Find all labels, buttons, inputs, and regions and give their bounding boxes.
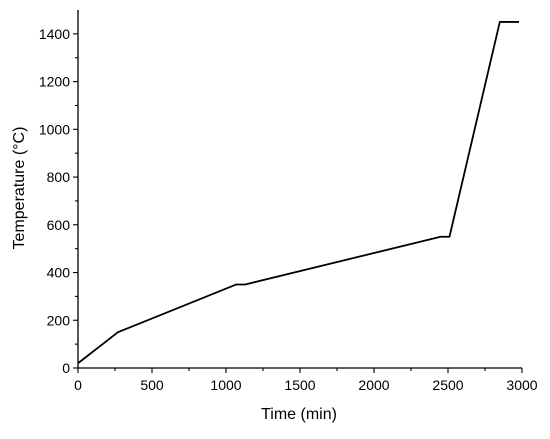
temperature-series-line — [77, 21, 520, 364]
y-axis-title: Temperature (°C) — [11, 127, 28, 250]
plot-area — [77, 10, 522, 369]
y-tick-label: 800 — [47, 169, 71, 185]
x-axis-ticks: 0 500 1000 1500 2000 2500 3000 — [74, 368, 538, 393]
x-tick-label: 1000 — [210, 377, 241, 393]
y-tick-label: 0 — [62, 360, 70, 376]
y-tick-label: 600 — [47, 217, 71, 233]
x-tick-label: 500 — [140, 377, 164, 393]
x-tick-label: 1500 — [284, 377, 315, 393]
x-tick-label: 2000 — [358, 377, 389, 393]
y-tick-label: 400 — [47, 265, 71, 281]
y-tick-label: 200 — [47, 312, 71, 328]
x-tick-label: 3000 — [506, 377, 537, 393]
x-tick-label: 0 — [74, 377, 82, 393]
x-axis-title: Time (min) — [261, 406, 337, 423]
y-tick-label: 1200 — [39, 74, 70, 90]
y-tick-label: 1400 — [39, 26, 70, 42]
y-tick-label: 1000 — [39, 121, 70, 137]
y-axis-ticks: 0 200 400 600 800 1000 1200 1400 — [39, 26, 78, 376]
x-tick-label: 2500 — [432, 377, 463, 393]
